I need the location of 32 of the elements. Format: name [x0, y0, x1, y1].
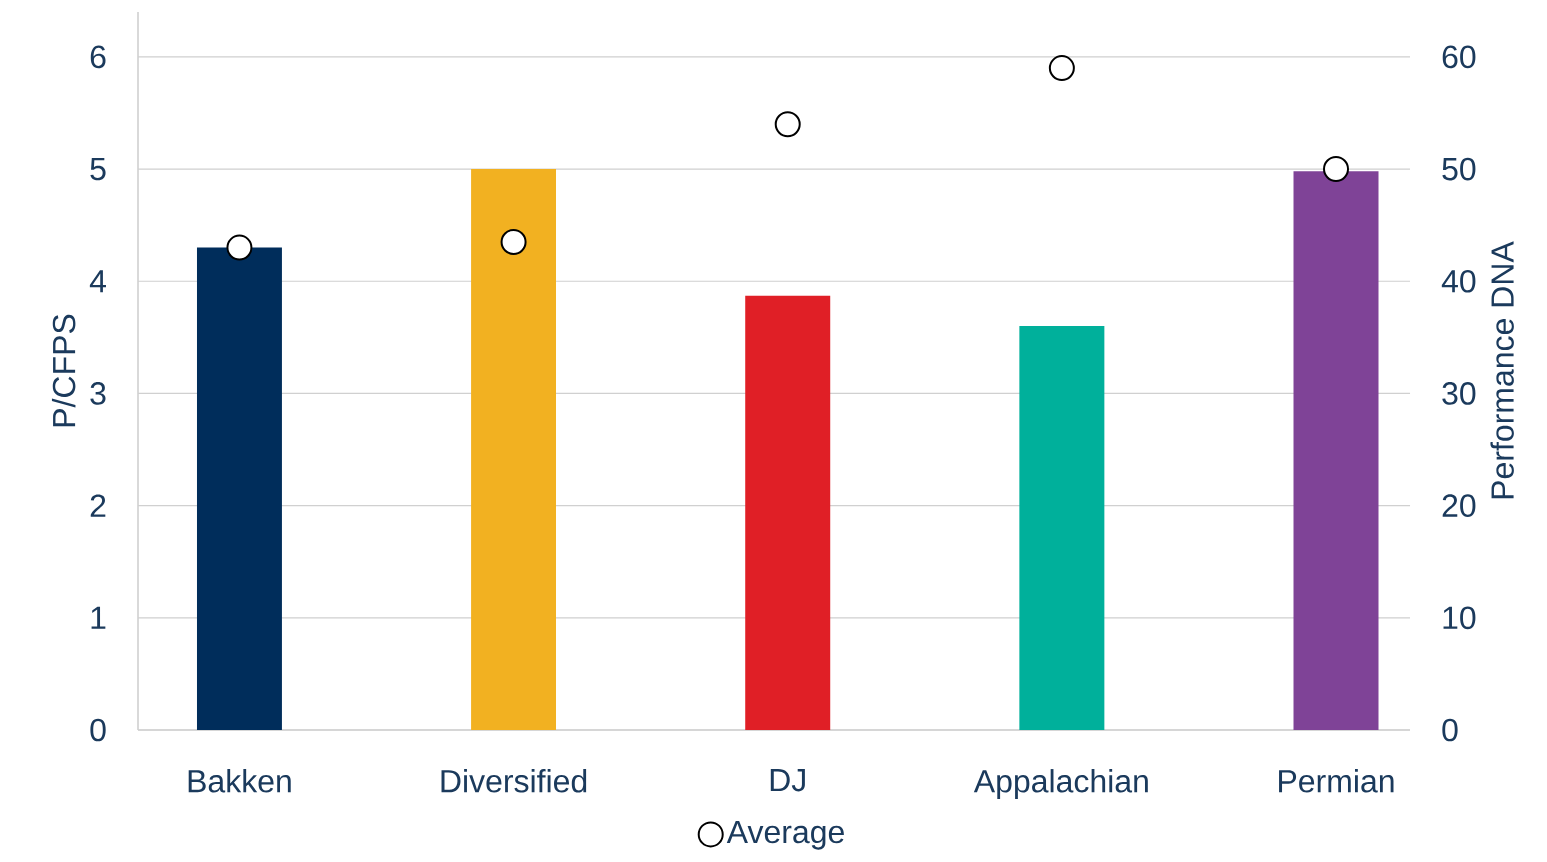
point: [226, 234, 253, 261]
x-tick-label: DJ: [770, 769, 805, 792]
bar: [1293, 171, 1379, 730]
y2-tick-label: 30: [1442, 382, 1476, 405]
bar: [471, 169, 557, 730]
y-tick-label: 2: [90, 494, 106, 517]
x-tick-label: Diversified: [441, 769, 587, 793]
bar: [1019, 326, 1105, 730]
point: [1323, 156, 1349, 183]
y-axis-title: P/CFPS: [51, 314, 76, 427]
bar: [196, 247, 282, 730]
point: [500, 228, 527, 255]
point: [774, 111, 801, 138]
x-tick-label: Appalachian: [973, 769, 1148, 799]
point: [1048, 55, 1075, 82]
y-tick-label: 4: [89, 270, 106, 293]
y2-tick-label: 60: [1442, 45, 1476, 69]
y2-tick-label: 40: [1441, 269, 1476, 293]
legend-label: Average: [726, 820, 844, 850]
x-tick-label: Bakken: [188, 769, 291, 793]
y2-tick-label: 0: [1442, 718, 1458, 742]
y-tick-label: 3: [90, 382, 106, 405]
y-tick-label: 1: [91, 606, 106, 629]
x-tick-label: Permian: [1279, 769, 1394, 793]
y2-axis-title: Performance DNA: [1490, 241, 1514, 499]
y-tick-label: 0: [90, 718, 106, 742]
y-tick-label: 6: [90, 45, 106, 69]
y2-tick-label: 20: [1442, 494, 1476, 517]
bar: [745, 295, 831, 730]
y2-tick-label: 10: [1443, 606, 1476, 630]
y-tick-label: 5: [90, 157, 106, 181]
y2-tick-label: 50: [1442, 157, 1476, 181]
